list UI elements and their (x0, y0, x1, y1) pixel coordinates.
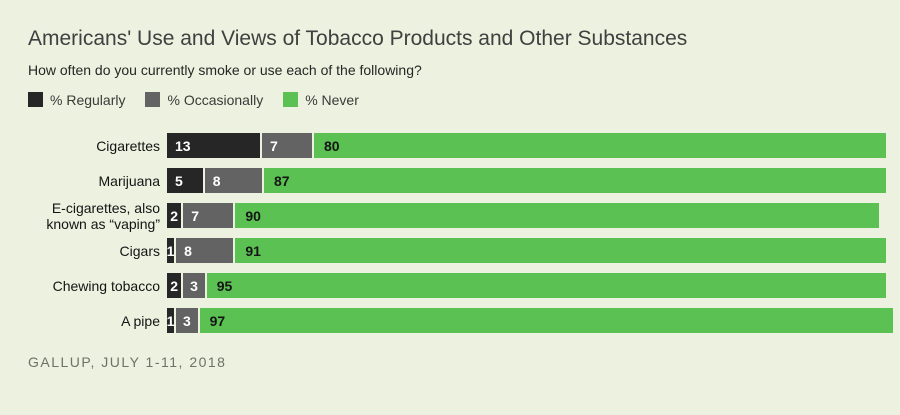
row-label: Cigars (119, 242, 160, 259)
bar-segment-never[interactable]: 90 (235, 203, 879, 228)
bar-value-label: 8 (184, 242, 192, 259)
bar-value-label: 7 (191, 207, 200, 224)
legend-item-occasionally: % Occasionally (145, 92, 263, 108)
chart-row: Marijuana 5 8 87 (0, 168, 900, 193)
bar-value-label: 13 (175, 137, 191, 154)
bar-segment-regular[interactable]: 13 (167, 133, 260, 158)
row-label: A pipe (121, 312, 160, 329)
bar-segment-regular[interactable]: 1 (167, 308, 174, 333)
bar-segment-never[interactable]: 97 (199, 308, 894, 333)
bar-value-label: 5 (175, 172, 183, 189)
legend-swatch-never-icon (283, 92, 299, 107)
bar-value-label: 2 (170, 207, 179, 224)
bar-value-label: 1 (166, 312, 175, 329)
bar-stack: 1 8 91 (167, 238, 900, 263)
bar-value-label: 3 (182, 312, 191, 329)
bar-segment-never[interactable]: 95 (206, 273, 886, 298)
bar-segment-occasional[interactable]: 8 (204, 168, 262, 193)
bar-segment-regular[interactable]: 2 (167, 203, 182, 228)
row-label: Chewing tobacco (52, 277, 160, 294)
row-label: Cigarettes (96, 137, 160, 154)
bar-segment-occasional[interactable]: 7 (183, 203, 234, 228)
bar-value-label: 8 (212, 172, 221, 189)
bar-value-label: 80 (323, 137, 340, 154)
chart-row: A pipe 1 3 97 (0, 308, 900, 333)
bar-segment-occasional[interactable]: 3 (183, 273, 205, 298)
bar-stack: 2 3 95 (167, 273, 900, 298)
bar-value-label: 7 (269, 137, 278, 154)
bar-stack: 1 3 97 (167, 308, 900, 333)
chart-header: Americans' Use and Views of Tobacco Prod… (0, 0, 900, 108)
row-label: Marijuana (98, 172, 160, 189)
chart-row: E-cigarettes, also known as “vaping” 2 7 90 (0, 200, 900, 232)
source-note: GALLUP, JULY 1-11, 2018 (28, 354, 227, 370)
bar-segment-never[interactable]: 80 (313, 133, 886, 158)
bar-segment-occasional[interactable]: 7 (261, 133, 312, 158)
bar-value-label: 1 (166, 242, 175, 259)
bar-stack: 2 7 90 (167, 203, 900, 228)
chart-legend: % Regularly % Occasionally % Never (28, 92, 880, 108)
legend-item-regularly: % Regularly (28, 92, 125, 108)
legend-label-occasionally: % Occasionally (167, 91, 264, 108)
bar-segment-occasional[interactable]: 3 (176, 308, 198, 333)
chart-row: Chewing tobacco 2 3 95 (0, 273, 900, 298)
bar-segment-regular[interactable]: 5 (167, 168, 203, 193)
bar-value-label: 97 (209, 312, 226, 329)
page-title: Americans' Use and Views of Tobacco Prod… (28, 27, 688, 50)
row-label: E-cigarettes, also known as “vaping” (46, 199, 160, 232)
legend-swatch-regularly-icon (28, 92, 43, 107)
chart-row: Cigars 1 8 91 (0, 238, 900, 263)
bar-value-label: 87 (273, 172, 290, 189)
bar-segment-regular[interactable]: 2 (167, 273, 182, 298)
legend-label-regularly: % Regularly (50, 91, 126, 108)
bar-segment-never[interactable]: 87 (263, 168, 886, 193)
stacked-bar-chart: Cigarettes 13 7 80 Marijuana 5 8 87 E-cigarettes… (0, 133, 900, 333)
bar-value-label: 2 (170, 277, 179, 294)
bar-value-label: 91 (245, 242, 261, 259)
bar-stack: 5 8 87 (167, 168, 900, 193)
bar-segment-regular[interactable]: 1 (167, 238, 174, 263)
chart-row: Cigarettes 13 7 80 (0, 133, 900, 158)
bar-value-label: 95 (216, 277, 233, 294)
bar-value-label: 90 (245, 207, 261, 224)
bar-segment-never[interactable]: 91 (235, 238, 886, 263)
legend-item-never: % Never (283, 92, 359, 108)
bar-value-label: 3 (190, 277, 198, 294)
legend-swatch-occasionally-icon (145, 92, 161, 107)
bar-stack: 13 7 80 (167, 133, 900, 158)
chart-subtitle: How often do you currently smoke or use … (28, 62, 422, 78)
bar-segment-occasional[interactable]: 8 (176, 238, 234, 263)
legend-label-never: % Never (305, 91, 359, 108)
